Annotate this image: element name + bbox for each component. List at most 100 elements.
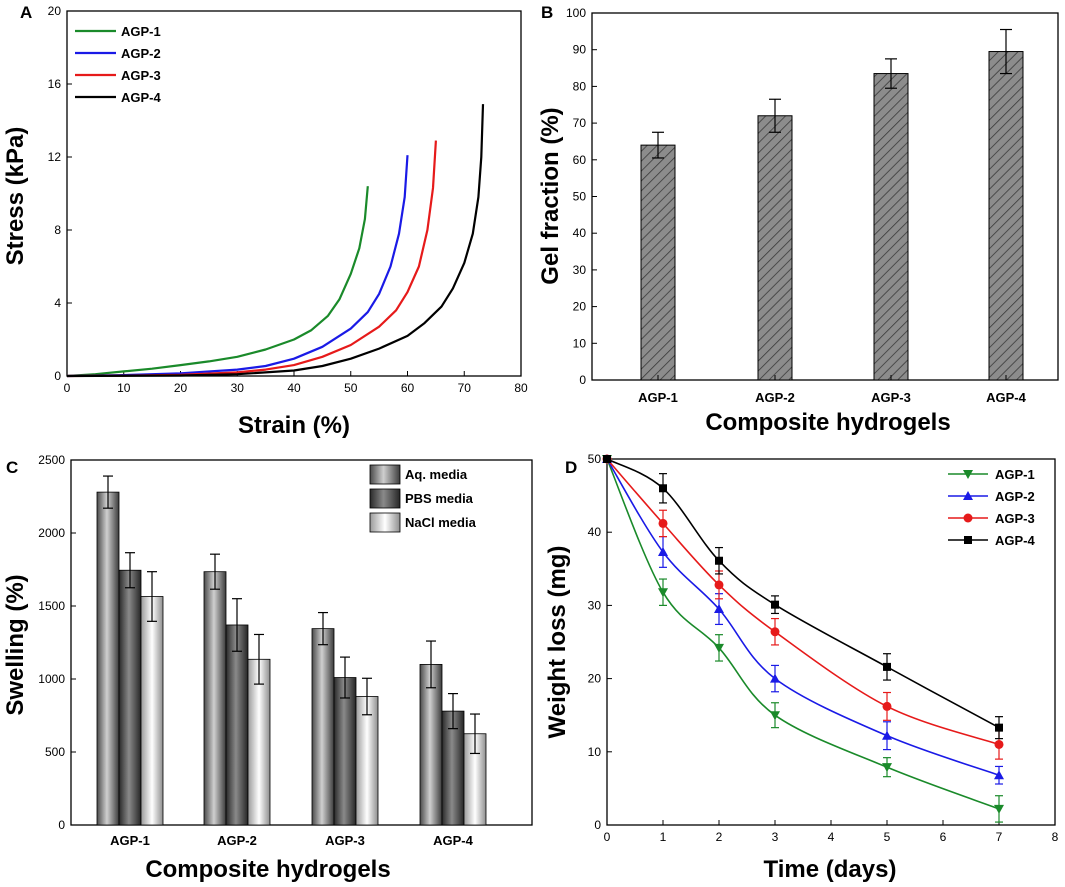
legend-label: AGP-1 [121,24,161,39]
y-tick-label: 500 [45,745,65,759]
y-tick-label: 16 [48,77,62,91]
x-category-label: AGP-4 [433,833,474,848]
bar-agp-3 [873,73,909,381]
series-line-agp-3 [606,458,1000,746]
legend-label: Aq. media [405,467,468,482]
data-point-agp-3 [770,627,780,637]
x-category-label: AGP-4 [986,390,1027,405]
legend-label: AGP-3 [995,511,1035,526]
series-line-agp-1 [606,458,1000,810]
bar-agp-3-nacl [355,696,379,826]
x-tick-label: 5 [884,830,891,844]
x-axis-label: Strain (%) [238,412,350,439]
y-tick-label: 40 [573,226,587,240]
series-line-agp-3 [66,140,437,378]
bar-agp-1 [640,144,676,381]
x-tick-label: 10 [117,381,131,395]
y-tick-label: 2500 [38,453,65,467]
data-point-agp-2 [994,770,1004,780]
y-tick-label: 100 [566,6,586,20]
y-axis-label: Gel fraction (%) [537,107,564,284]
y-tick-label: 80 [573,79,587,93]
x-axis-label: Time (days) [764,856,897,883]
series-line-agp-4 [606,458,1000,729]
data-point-agp-4 [771,600,779,609]
legend-label: AGP-4 [121,90,162,105]
data-point-agp-1 [658,588,668,598]
x-category-label: AGP-2 [217,833,257,848]
bar-agp-4 [988,51,1024,381]
bar-agp-3-pbs [333,677,357,826]
x-tick-label: 30 [231,381,245,395]
data-point-agp-1 [994,804,1004,814]
series-line-agp-1 [66,186,369,378]
x-category-label: AGP-3 [325,833,365,848]
x-tick-label: 0 [604,830,611,844]
data-point-agp-4 [715,556,723,565]
bar-agp-2-aq [203,571,227,826]
legend-marker [964,536,972,544]
bar-agp-1-nacl [140,596,164,826]
panel-letter: B [541,3,553,22]
y-axis-label: Stress (kPa) [2,127,29,266]
y-tick-label: 50 [573,190,587,204]
x-category-label: AGP-3 [871,390,911,405]
y-tick-label: 90 [573,43,587,57]
x-tick-label: 0 [64,381,71,395]
x-tick-label: 20 [174,381,188,395]
bar-agp-1-pbs [118,569,142,826]
panel-letter: D [565,458,577,477]
data-point-agp-3 [714,580,724,590]
x-category-label: AGP-2 [755,390,795,405]
x-tick-label: 6 [940,830,947,844]
data-point-agp-1 [882,763,892,773]
legend-label: AGP-2 [995,489,1035,504]
data-point-agp-3 [658,518,668,528]
y-tick-label: 60 [573,153,587,167]
x-tick-label: 1 [660,830,667,844]
y-tick-label: 1000 [38,672,65,686]
y-tick-label: 20 [48,4,62,18]
x-category-label: AGP-1 [110,833,150,848]
data-point-agp-4 [883,662,891,671]
bar-agp-3-aq [311,628,335,826]
x-tick-label: 50 [344,381,358,395]
x-tick-label: 8 [1052,830,1059,844]
y-tick-label: 20 [573,300,587,314]
legend-label: AGP-3 [121,68,161,83]
y-tick-label: 4 [54,296,61,310]
y-axis-label: Swelling (%) [2,574,29,715]
legend-swatch [369,464,401,485]
legend-marker [963,470,973,479]
y-tick-label: 2000 [38,526,65,540]
legend-swatch [369,488,401,509]
legend-label: AGP-1 [995,467,1035,482]
plot-frame [606,458,1056,826]
plot-frame [66,10,522,377]
x-tick-label: 4 [828,830,835,844]
data-point-agp-4 [603,455,611,463]
y-tick-label: 10 [573,336,587,350]
y-tick-label: 0 [54,369,61,383]
x-tick-label: 40 [287,381,301,395]
data-point-agp-2 [770,673,780,683]
x-axis-label: Composite hydrogels [145,856,390,883]
panel-a-stress-strain-chart: 0 4 8 12 16 20 0 10 20 30 40 50 60 70 80 AGP-1 AGP-2 AGP-… [2,3,528,439]
data-point-agp-1 [770,711,780,721]
series-line-agp-2 [606,458,1000,776]
panel-d-weight-loss-chart: 0 10 20 30 40 50 0 1 2 3 4 5 6 7 8 AGP-1 AGP-2 AGP-3 AGP-4… [544,452,1059,883]
y-tick-label: 1500 [38,599,65,613]
panel-b-gel-fraction-chart: 0 10 20 30 40 50 60 70 80 90 100 AGP-1 AGP-2 AGP-3 AGP… [537,3,1059,436]
y-tick-label: 30 [573,263,587,277]
legend-label: AGP-4 [995,533,1036,548]
y-tick-label: 50 [588,452,602,466]
data-point-agp-4 [995,723,1003,732]
series-line-agp-2 [66,155,409,378]
x-category-label: AGP-1 [638,390,678,405]
y-tick-label: 20 [588,672,602,686]
x-tick-label: 3 [772,830,779,844]
data-point-agp-2 [658,546,668,556]
bar-agp-1-aq [96,491,120,826]
y-tick-label: 0 [594,818,601,832]
